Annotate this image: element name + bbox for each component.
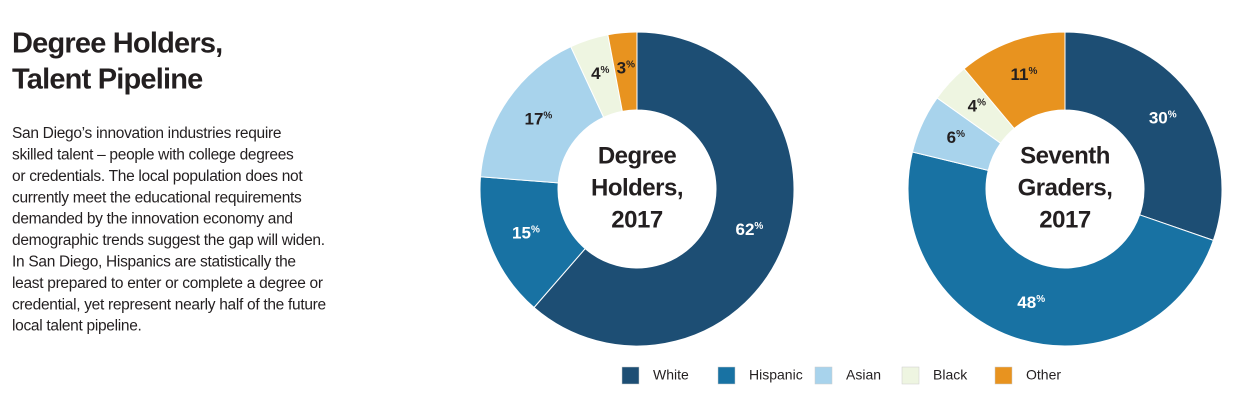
- legend-swatch: [621, 366, 640, 385]
- title-line: Degree Holders,: [12, 28, 222, 60]
- value-label: 17%: [524, 110, 552, 129]
- legend-label: Asian: [846, 367, 881, 383]
- body-line: skilled talent – people with college deg…: [12, 146, 294, 163]
- value-label: 48%: [1017, 294, 1045, 313]
- center-label: 2017: [611, 206, 663, 233]
- donut-segment: [1064, 31, 1223, 241]
- donut-hole: [987, 111, 1143, 267]
- legend-label: White: [653, 367, 689, 383]
- donut-segment: [607, 31, 638, 112]
- center-label: Graders,: [1018, 174, 1113, 201]
- center-label: 2017: [1039, 206, 1091, 233]
- legend-label: Black: [933, 367, 968, 383]
- donut-segment: [479, 176, 586, 309]
- center-label: Degree: [598, 142, 677, 169]
- value-label: 4%: [591, 64, 609, 83]
- legend-label: Hispanic: [749, 367, 803, 383]
- body-line: demanded by the innovation economy and: [12, 211, 293, 228]
- legend-swatch: [994, 366, 1013, 385]
- body-line: In San Diego, Hispanics are statisticall…: [12, 253, 296, 270]
- donut-segment: [533, 31, 795, 347]
- body-line: or credentials. The local population doe…: [12, 168, 303, 185]
- value-label: 11%: [1011, 66, 1038, 85]
- value-label: 6%: [947, 129, 965, 148]
- value-label: 4%: [968, 97, 986, 116]
- legend-swatch: [814, 366, 833, 385]
- legend-label: Other: [1026, 367, 1061, 383]
- value-label: 30%: [1149, 109, 1177, 128]
- value-label: 15%: [512, 224, 540, 243]
- value-label: 3%: [617, 59, 635, 78]
- center-label: Holders,: [591, 174, 683, 201]
- body-line: demographic trends suggest the gap will …: [12, 232, 325, 249]
- body-line: least prepared to enter or complete a de…: [12, 275, 323, 292]
- legend-swatch: [717, 366, 736, 385]
- legend-swatch: [901, 366, 920, 385]
- body-line: local talent pipeline.: [12, 318, 142, 335]
- value-label: 62%: [735, 220, 763, 239]
- donut-segment: [907, 151, 1215, 347]
- body-line: San Diego’s innovation industries requir…: [12, 125, 281, 142]
- body-line: credential, yet represent nearly half of…: [12, 296, 326, 313]
- donut-segment: [963, 31, 1066, 130]
- title-line: Talent Pipeline: [12, 64, 203, 96]
- donut-hole: [559, 111, 715, 267]
- center-label: Seventh: [1020, 142, 1110, 169]
- body-line: currently meet the educational requireme…: [12, 189, 302, 206]
